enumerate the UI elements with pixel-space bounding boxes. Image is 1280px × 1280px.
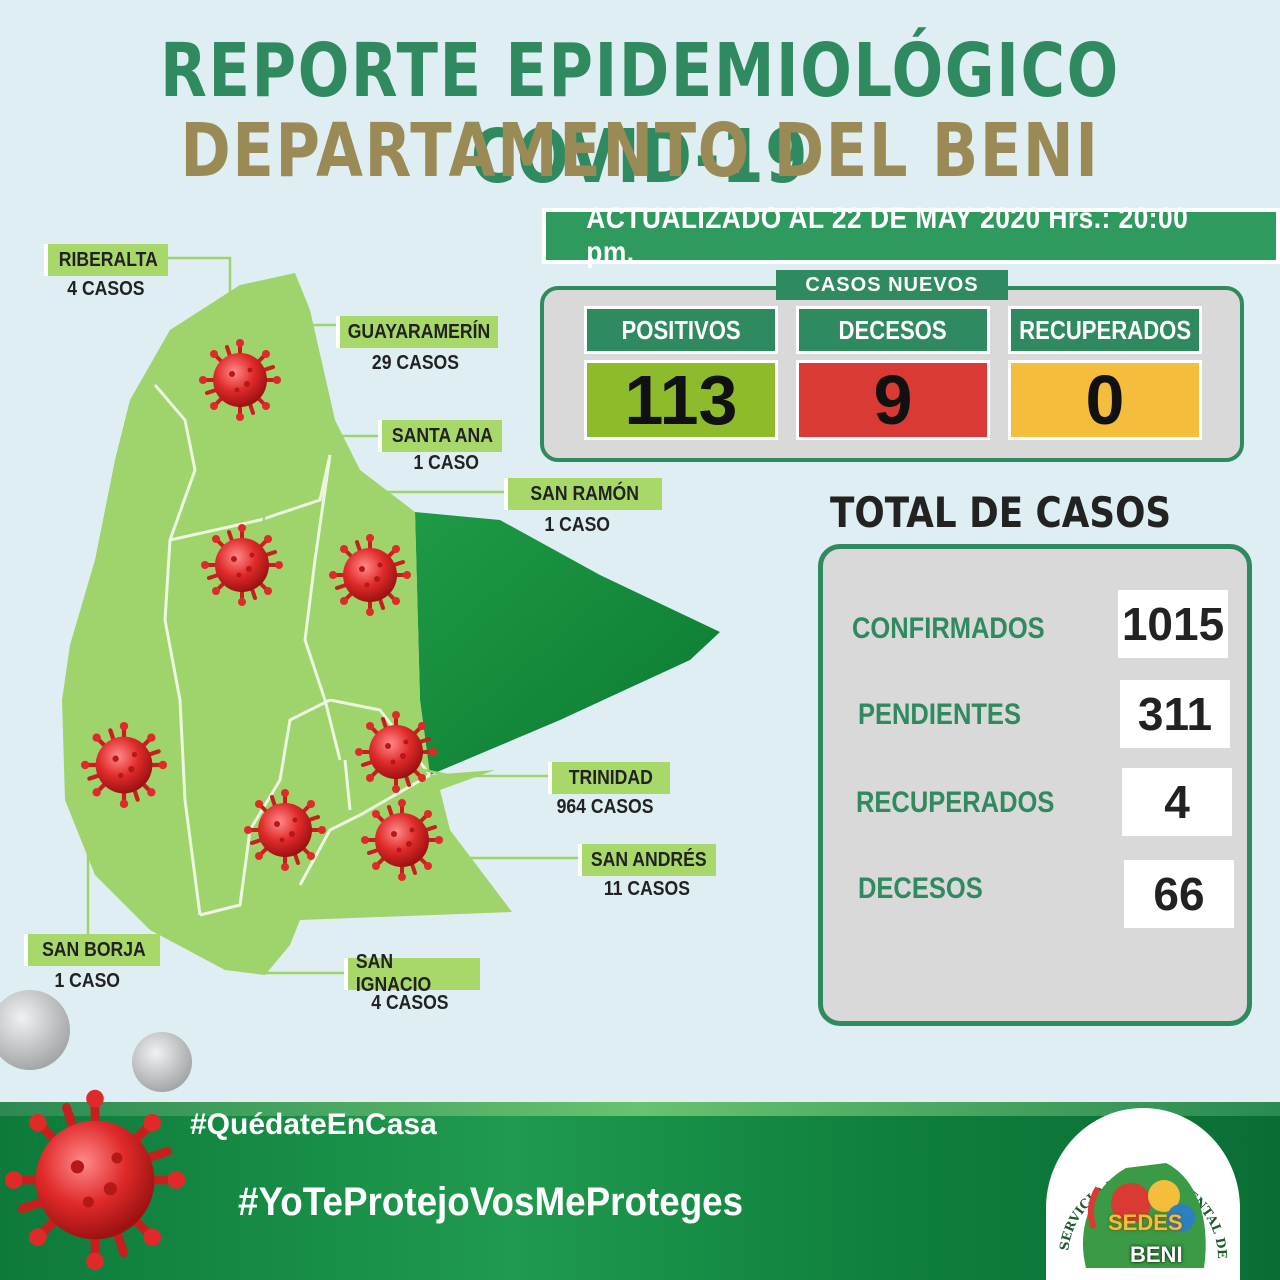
bottom-stripe (0, 1102, 1280, 1116)
decesos-label: DECESOS (796, 306, 990, 354)
total-cases-title: TOTAL DE CASOS (830, 488, 1172, 537)
logo-name: SEDES (1108, 1210, 1183, 1235)
cases-riberalta: 4 CASOS (67, 278, 145, 300)
tag-san-ignacio: SAN IGNACIO (344, 951, 480, 996)
pendientes-label: PENDIENTES (858, 698, 1021, 731)
virus-icon (0, 1080, 220, 1280)
cases-san-ramon: 1 CASO (544, 514, 610, 536)
logo-sub: BENI (1130, 1242, 1183, 1267)
updated-banner: ACTUALIZADO AL 22 DE MAY 2020 Hrs.: 20:0… (542, 202, 1280, 269)
pendientes-value: 311 (1120, 680, 1230, 748)
cases-guayaramerin: 29 CASOS (371, 352, 459, 374)
sedes-emblem-icon: SERVICIO DEPARTAMENTAL DE SALUD - BENI (1046, 1108, 1230, 1268)
hashtag-quedate: #QuédateEnCasa (190, 1108, 437, 1141)
decesos-total-label: DECESOS (858, 872, 983, 905)
tag-san-borja: SAN BORJA (24, 934, 160, 966)
cases-san-ignacio: 4 CASOS (371, 992, 449, 1014)
tag-santa-ana: SANTA ANA (378, 420, 502, 452)
tag-san-ramon: SAN RAMÓN (504, 478, 662, 510)
page-title: REPORTE EPIDEMIOLÓGICO COVID-19 (160, 28, 1120, 200)
hashtag-yoteprotejo: #YoTeProtejoVosMeProteges (238, 1180, 744, 1224)
decesos-value: 9 (796, 360, 990, 440)
recuperados-value: 0 (1008, 360, 1202, 440)
recuperados-total-label: RECUPERADOS (856, 786, 1055, 819)
cases-santa-ana: 1 CASO (413, 452, 479, 474)
page-subtitle: DEPARTAMENTO DEL BENI (180, 108, 1100, 194)
cases-trinidad: 964 CASOS (556, 796, 654, 818)
tag-riberalta: RIBERALTA (44, 244, 168, 276)
positivos-label: POSITIVOS (584, 306, 778, 354)
tag-guayaramerin: GUAYARAMERÍN (336, 316, 498, 348)
confirmados-value: 1015 (1118, 590, 1228, 658)
recuperados-total-value: 4 (1122, 768, 1232, 836)
cases-san-andres: 11 CASOS (603, 878, 691, 900)
cases-san-borja: 1 CASO (54, 970, 120, 992)
tag-san-andres: SAN ANDRÉS (578, 844, 716, 876)
positivos-value: 113 (584, 360, 778, 440)
decesos-total-value: 66 (1124, 860, 1234, 928)
recuperados-label: RECUPERADOS (1008, 306, 1202, 354)
new-cases-title: CASOS NUEVOS (776, 270, 1008, 300)
tag-trinidad: TRINIDAD (548, 762, 670, 794)
confirmados-label: CONFIRMADOS (852, 612, 1045, 645)
